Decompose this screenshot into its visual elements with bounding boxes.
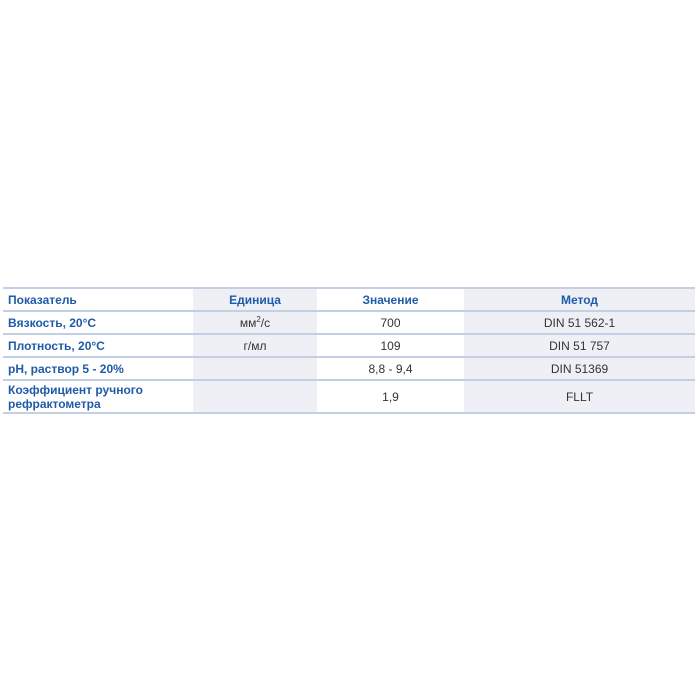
value-cell: 8,8 - 9,4: [317, 356, 464, 381]
header-unit: Единица: [193, 287, 317, 312]
method-cell: DIN 51369: [464, 356, 695, 381]
param-cell: Коэффициент ручного рефрактометра: [3, 379, 193, 414]
header-parameter: Показатель: [3, 287, 193, 312]
param-cell: Плотность, 20°C: [3, 333, 193, 358]
header-value: Значение: [317, 287, 464, 312]
unit-cell: [193, 379, 317, 414]
table-row: Вязкость, 20°C мм2/с 700 DIN 51 562-1: [3, 310, 695, 335]
unit-tail: /с: [260, 316, 271, 330]
unit-base: мм: [239, 316, 257, 330]
properties-table: Показатель Единица Значение Метод Вязкос…: [3, 287, 695, 414]
param-line: Коэффициент ручного: [8, 382, 143, 397]
method-cell: DIN 51 562-1: [464, 310, 695, 335]
table-row: Плотность, 20°C г/мл 109 DIN 51 757: [3, 333, 695, 358]
value-cell: 109: [317, 333, 464, 358]
header-method: Метод: [464, 287, 695, 312]
unit-cell: мм2/с: [193, 310, 317, 335]
value-cell: 700: [317, 310, 464, 335]
unit-cell: г/мл: [193, 333, 317, 358]
unit-sup: 2: [256, 315, 261, 324]
unit-cell: [193, 356, 317, 381]
param-cell: pH, раствор 5 - 20%: [3, 356, 193, 381]
table-row: Коэффициент ручного рефрактометра 1,9 FLL…: [3, 379, 695, 414]
table-row: pH, раствор 5 - 20% 8,8 - 9,4 DIN 51369: [3, 356, 695, 381]
param-line: рефрактометра: [8, 396, 101, 411]
param-cell: Вязкость, 20°C: [3, 310, 193, 335]
method-cell: FLLT: [464, 379, 695, 414]
method-cell: DIN 51 757: [464, 333, 695, 358]
table-header-row: Показатель Единица Значение Метод: [3, 287, 695, 312]
value-cell: 1,9: [317, 379, 464, 414]
